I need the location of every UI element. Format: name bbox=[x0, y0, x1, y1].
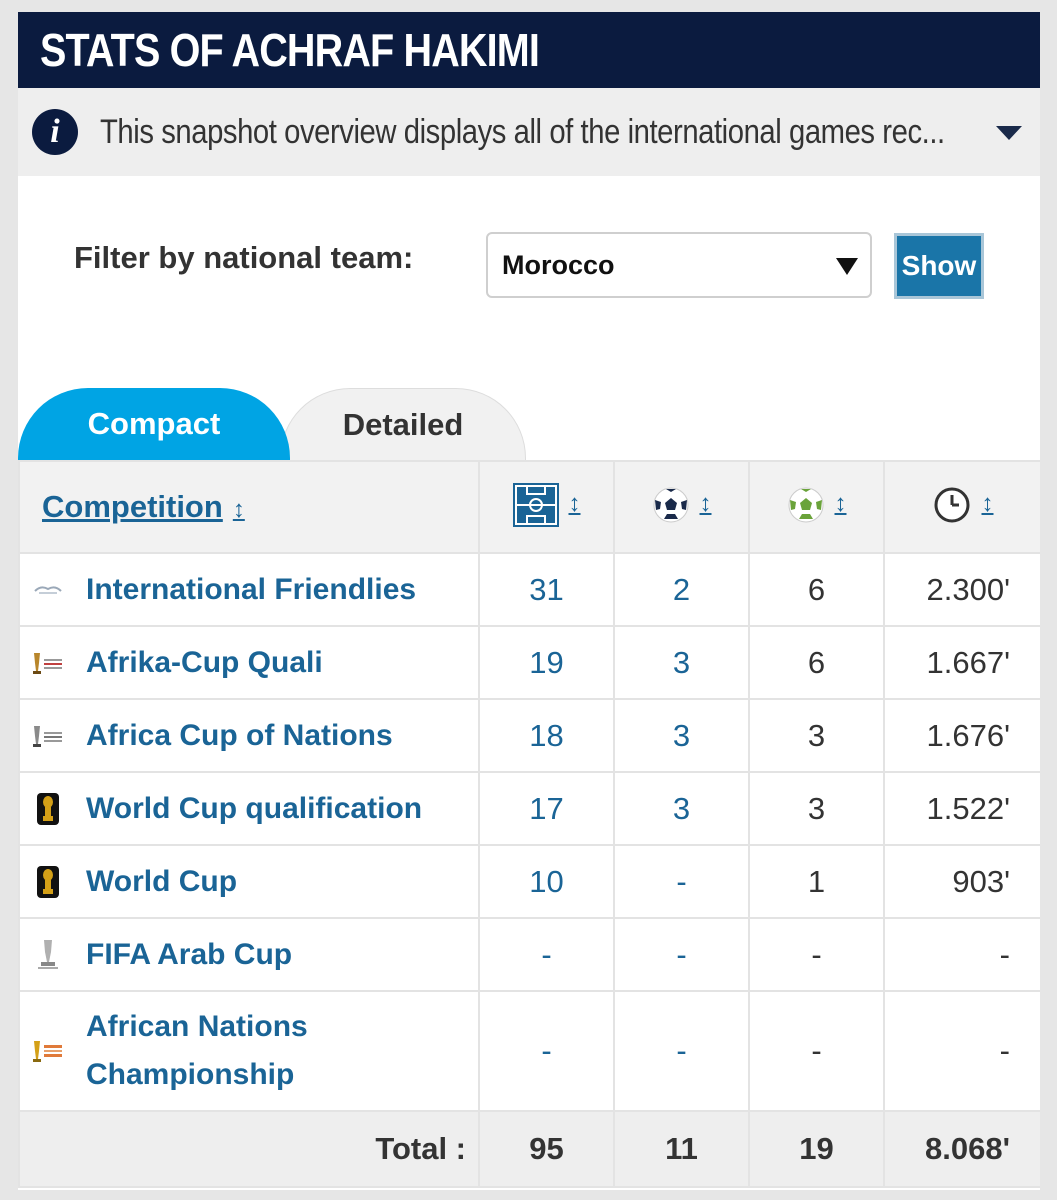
assists-cell: 6 bbox=[748, 625, 885, 700]
tab-compact[interactable]: Compact bbox=[18, 388, 290, 460]
assists-cell: 3 bbox=[748, 771, 885, 846]
show-button[interactable]: Show bbox=[894, 233, 984, 299]
assists-cell: 1 bbox=[748, 844, 885, 919]
total-goals: 11 bbox=[613, 1110, 750, 1188]
world-cup-trophy-icon bbox=[30, 792, 66, 826]
table-header-row: Competition ↕ ↕ bbox=[18, 460, 1040, 554]
table-row: Afrika-Cup Quali 19 3 6 1.667' bbox=[18, 625, 1040, 700]
football-goal-icon bbox=[652, 486, 690, 529]
goals-cell[interactable]: 3 bbox=[613, 698, 750, 773]
total-row: Total : 95 11 19 8.068' bbox=[18, 1110, 1040, 1188]
total-minutes: 8.068' bbox=[883, 1110, 1040, 1188]
info-bar[interactable]: i This snapshot overview displays all of… bbox=[18, 88, 1040, 176]
total-label: Total : bbox=[18, 1110, 480, 1188]
dropdown-caret-icon bbox=[836, 258, 858, 275]
competition-cell: World Cup bbox=[18, 844, 480, 919]
table-row: World Cup qualification 17 3 3 1.522' bbox=[18, 771, 1040, 846]
assists-cell: - bbox=[748, 990, 885, 1112]
sort-icon[interactable]: ↕ bbox=[699, 490, 712, 518]
stats-card: STATS OF ACHRAF HAKIMI i This snapshot o… bbox=[18, 12, 1040, 1190]
competition-link[interactable]: FIFA Arab Cup bbox=[86, 937, 293, 971]
appearances-cell[interactable]: - bbox=[478, 990, 615, 1112]
table-row: International Friendlies 31 2 6 2.300' bbox=[18, 552, 1040, 627]
competition-link[interactable]: African Nations Championship bbox=[86, 1010, 308, 1091]
clock-icon bbox=[932, 485, 972, 530]
appearances-cell[interactable]: - bbox=[478, 917, 615, 992]
info-text: This snapshot overview displays all of t… bbox=[100, 112, 945, 151]
appearances-cell[interactable]: 19 bbox=[478, 625, 615, 700]
competition-link[interactable]: Africa Cup of Nations bbox=[86, 718, 393, 752]
total-appearances: 95 bbox=[478, 1110, 615, 1188]
goals-cell[interactable]: 2 bbox=[613, 552, 750, 627]
sort-icon[interactable]: ↕ bbox=[834, 490, 847, 518]
goals-cell[interactable]: 3 bbox=[613, 625, 750, 700]
appearances-cell[interactable]: 10 bbox=[478, 844, 615, 919]
competition-cell: Africa Cup of Nations bbox=[18, 698, 480, 773]
competition-cell: World Cup qualification bbox=[18, 771, 480, 846]
minutes-cell: 1.522' bbox=[883, 771, 1040, 846]
assists-header[interactable]: ↕ bbox=[748, 460, 885, 554]
competition-link[interactable]: World Cup qualification bbox=[86, 791, 423, 825]
minutes-cell: 1.667' bbox=[883, 625, 1040, 700]
competition-cell: International Friendlies bbox=[18, 552, 480, 627]
appearances-header[interactable]: ↕ bbox=[478, 460, 615, 554]
goals-cell[interactable]: - bbox=[613, 917, 750, 992]
tab-detailed[interactable]: Detailed bbox=[280, 388, 526, 460]
competition-cell: FIFA Arab Cup bbox=[18, 917, 480, 992]
table-row: African Nations Championship - - - - bbox=[18, 990, 1040, 1112]
appearances-cell[interactable]: 18 bbox=[478, 698, 615, 773]
goals-header[interactable]: ↕ bbox=[613, 460, 750, 554]
info-icon: i bbox=[32, 109, 78, 155]
competition-cell: Afrika-Cup Quali bbox=[18, 625, 480, 700]
competition-link[interactable]: World Cup bbox=[86, 864, 238, 898]
appearances-cell[interactable]: 17 bbox=[478, 771, 615, 846]
competition-link[interactable]: Afrika-Cup Quali bbox=[86, 645, 323, 679]
minutes-cell: - bbox=[883, 917, 1040, 992]
chan-trophy-icon bbox=[30, 1039, 66, 1063]
table-row: Africa Cup of Nations 18 3 3 1.676' bbox=[18, 698, 1040, 773]
football-assist-icon bbox=[787, 486, 825, 529]
table-row: FIFA Arab Cup - - - - bbox=[18, 917, 1040, 992]
world-cup-trophy-icon bbox=[30, 865, 66, 899]
arab-cup-trophy-icon bbox=[30, 938, 66, 972]
stats-table: Competition ↕ ↕ bbox=[18, 460, 1040, 1188]
afcon-trophy-icon bbox=[30, 651, 66, 675]
goals-cell[interactable]: 3 bbox=[613, 771, 750, 846]
sort-icon[interactable]: ↕ bbox=[568, 490, 581, 518]
assists-cell: 6 bbox=[748, 552, 885, 627]
sort-icon[interactable]: ↕ bbox=[981, 490, 994, 518]
competition-link[interactable]: International Friendlies bbox=[86, 572, 417, 606]
assists-cell: - bbox=[748, 917, 885, 992]
goals-cell[interactable]: - bbox=[613, 990, 750, 1112]
page-title: STATS OF ACHRAF HAKIMI bbox=[18, 12, 1040, 88]
competition-sort-link[interactable]: Competition bbox=[42, 489, 223, 524]
pitch-icon bbox=[512, 482, 559, 532]
national-team-selected: Morocco bbox=[502, 249, 615, 280]
minutes-cell: 1.676' bbox=[883, 698, 1040, 773]
view-tabs: Detailed Compact bbox=[18, 388, 538, 460]
national-team-select[interactable]: Morocco bbox=[486, 232, 872, 298]
competition-cell: African Nations Championship bbox=[18, 990, 480, 1112]
sort-icon[interactable]: ↕ bbox=[232, 496, 245, 523]
minutes-header[interactable]: ↕ bbox=[883, 460, 1040, 554]
expand-caret-icon[interactable] bbox=[996, 126, 1022, 140]
filter-section: Filter by national team: Morocco Show bbox=[18, 176, 1040, 386]
page-title-text: STATS OF ACHRAF HAKIMI bbox=[40, 24, 540, 76]
table-row: World Cup 10 - 1 903' bbox=[18, 844, 1040, 919]
minutes-cell: 2.300' bbox=[883, 552, 1040, 627]
competition-header[interactable]: Competition ↕ bbox=[18, 460, 480, 554]
appearances-cell[interactable]: 31 bbox=[478, 552, 615, 627]
filter-label: Filter by national team: bbox=[74, 240, 414, 275]
goals-cell[interactable]: - bbox=[613, 844, 750, 919]
friendlies-icon bbox=[30, 583, 66, 597]
total-assists: 19 bbox=[748, 1110, 885, 1188]
minutes-cell: - bbox=[883, 990, 1040, 1112]
assists-cell: 3 bbox=[748, 698, 885, 773]
afcon-trophy-icon bbox=[30, 724, 66, 748]
minutes-cell: 903' bbox=[883, 844, 1040, 919]
